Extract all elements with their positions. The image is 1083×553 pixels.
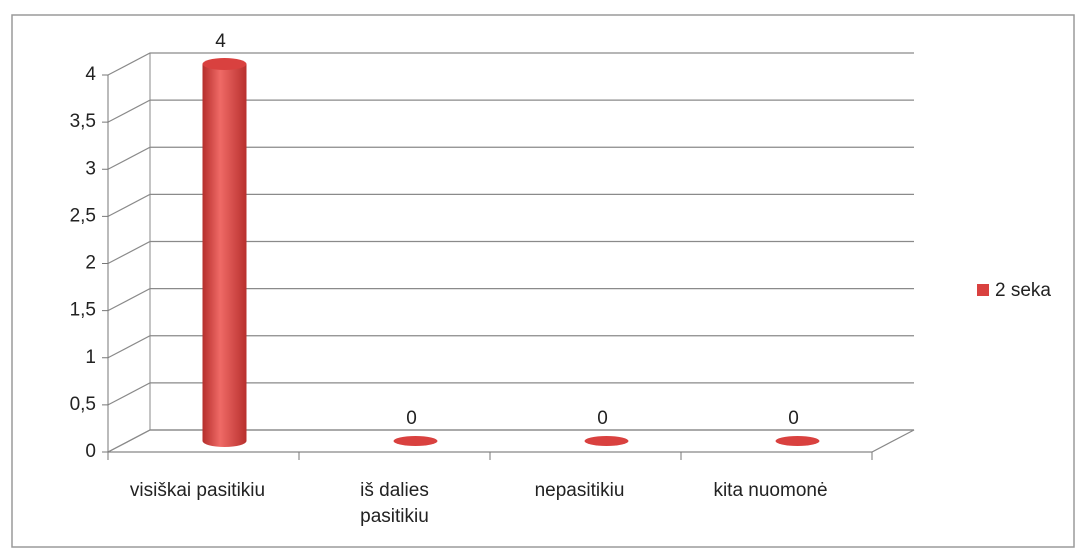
y-tick-label: 4 — [85, 64, 96, 85]
bar — [202, 58, 247, 447]
data-label: 4 — [215, 31, 226, 52]
y-tick-label: 1,5 — [70, 300, 96, 321]
bar — [775, 436, 820, 446]
y-tick-label: 3 — [85, 158, 96, 179]
x-tick-label: iš dalies pasitikiu — [360, 480, 429, 527]
x-tick-label: kita nuomonė — [713, 480, 828, 501]
bar — [584, 436, 629, 446]
x-tick-label: nepasitikiu — [534, 480, 625, 501]
y-tick-label: 2,5 — [70, 205, 96, 226]
bar-body — [202, 64, 247, 447]
y-tick-label: 1 — [85, 347, 96, 368]
bar-top — [584, 436, 629, 446]
legend-swatch — [977, 284, 989, 296]
legend-label: 2 seka — [995, 280, 1051, 301]
y-tick-label: 0 — [85, 441, 96, 462]
chart-frame — [11, 14, 1075, 548]
bar-top — [393, 436, 438, 446]
y-tick-label: 2 — [85, 253, 96, 274]
x-tick-label: visiškai pasitikiu — [129, 480, 266, 501]
data-label: 0 — [597, 408, 608, 429]
data-label: 0 — [788, 408, 799, 429]
y-tick-label: 0,5 — [70, 394, 96, 415]
data-label: 0 — [406, 408, 417, 429]
y-tick-label: 3,5 — [70, 111, 96, 132]
bar — [393, 436, 438, 446]
bar-top — [775, 436, 820, 446]
bar-top — [202, 58, 247, 70]
